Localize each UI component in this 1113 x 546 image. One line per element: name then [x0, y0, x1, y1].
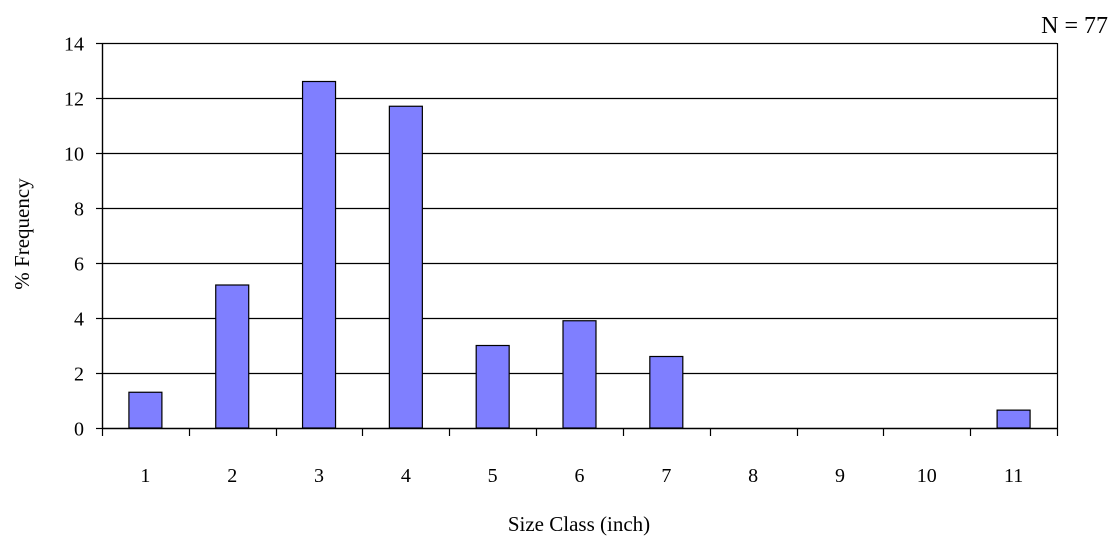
y-tick-label-14: 14 [64, 34, 84, 56]
x-tick-label-3: 3 [314, 465, 324, 487]
x-tick-label-1: 1 [140, 465, 150, 487]
x-tick-label-8: 8 [748, 465, 758, 487]
x-tick-label-10: 10 [917, 465, 937, 487]
y-tick-label-12: 12 [64, 89, 84, 111]
gridlines [102, 42, 1059, 428]
x-tick-label-6: 6 [575, 465, 585, 487]
y-tick-label-2: 2 [74, 364, 84, 386]
y-tick-label-4: 4 [74, 309, 84, 331]
bars [128, 80, 1031, 429]
bar-3 [301, 80, 337, 429]
sample-size-annotation: N = 77 [1041, 13, 1108, 39]
x-tick-label-5: 5 [488, 465, 498, 487]
y-tick-label-10: 10 [64, 144, 84, 166]
x-tick-label-4: 4 [401, 465, 411, 487]
x-tick-label-9: 9 [835, 465, 845, 487]
bar-4 [388, 105, 423, 429]
bar-6 [562, 320, 597, 429]
x-tick-label-2: 2 [227, 465, 237, 487]
y-tick-label-8: 8 [74, 199, 84, 221]
bar-11 [996, 409, 1031, 429]
bar-1 [128, 391, 163, 429]
bar-2 [215, 284, 250, 429]
y-tick-label-6: 6 [74, 254, 84, 276]
y-axis-title: % Frequency [10, 178, 34, 290]
x-axis-title: Size Class (inch) [508, 512, 650, 536]
axes [96, 42, 1059, 436]
y-tick-label-0: 0 [74, 419, 84, 441]
x-tick-label-7: 7 [661, 465, 671, 487]
bar-5 [475, 344, 510, 429]
x-tick-label-11: 11 [1004, 465, 1023, 487]
bar-7 [649, 355, 684, 429]
